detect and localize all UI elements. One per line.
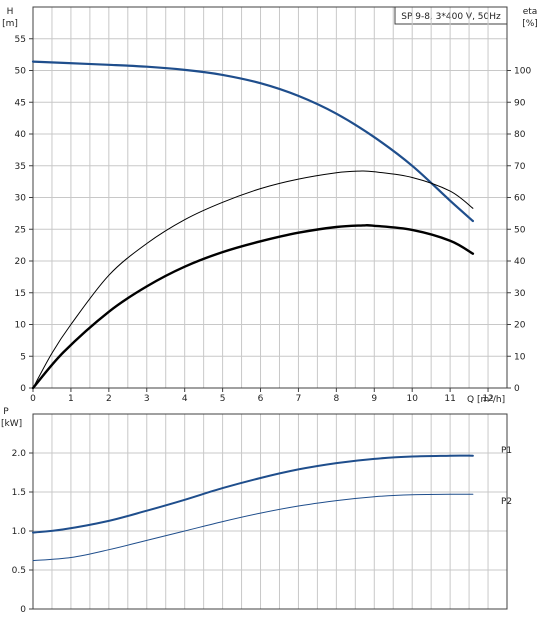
x-tick-label: 0 [30, 394, 36, 404]
power-curve-p2 [32, 493, 474, 562]
eta-tick-label: 40 [514, 257, 526, 267]
eta-tick-label: 100 [514, 67, 531, 77]
eta-tick-label: 10 [514, 352, 526, 362]
head-tick-label: 55 [15, 35, 26, 45]
x-tick-label: 2 [106, 394, 112, 404]
x-tick-label: 9 [371, 394, 377, 404]
chart-title: SP 9-8, 3*400 V, 50Hz [401, 12, 501, 22]
eta-tick-label: 30 [514, 289, 526, 299]
eta-axis-unit: [%] [522, 19, 538, 29]
power-tick-label: 1.5 [12, 488, 26, 498]
x-tick-label: 10 [406, 394, 418, 404]
x-tick-label: 6 [258, 394, 264, 404]
x-tick-label: 8 [333, 394, 339, 404]
head-curve [31, 60, 474, 223]
head-tick-label: 25 [15, 225, 26, 235]
power-axis-unit: [kW] [1, 419, 22, 429]
head-axis-unit: [m] [2, 19, 18, 29]
x-tick-label: 4 [182, 394, 188, 404]
eta-tick-label: 60 [514, 194, 526, 204]
power-tick-label: 0.5 [12, 566, 26, 576]
head-tick-label: 35 [15, 162, 26, 172]
eta-tick-label: 50 [514, 225, 526, 235]
head-tick-label: 0 [20, 384, 26, 394]
power-axis-symbol: P [3, 407, 9, 417]
head-tick-label: 30 [15, 194, 27, 204]
x-tick-label: 3 [144, 394, 150, 404]
eta-tick-label: 0 [514, 384, 520, 394]
x-tick-label: 11 [444, 394, 455, 404]
eta-tick-label: 80 [514, 130, 526, 140]
plot-frame [32, 413, 508, 610]
power-tick-label: 0 [20, 605, 26, 615]
head-axis-symbol: H [7, 7, 14, 17]
x-tick-label: 7 [296, 394, 302, 404]
head-tick-label: 45 [15, 98, 26, 108]
eta-tick-label: 90 [514, 98, 526, 108]
head-tick-label: 40 [15, 130, 27, 140]
eta-axis-symbol: eta [523, 7, 538, 17]
head-tick-label: 20 [15, 257, 27, 267]
eta-tick-label: 70 [514, 162, 526, 172]
x-tick-label: 12 [482, 394, 493, 404]
x-tick-label: 1 [68, 394, 74, 404]
power-curve-p1 [32, 454, 474, 534]
efficiency-curve-bold [31, 224, 475, 390]
head-tick-label: 5 [20, 352, 26, 362]
eta-tick-label: 20 [514, 321, 526, 331]
x-tick-label: 5 [220, 394, 226, 404]
head-tick-label: 15 [15, 289, 26, 299]
head-efficiency-plot: 0 1 2 3 4 5 6 7 8 9 10 11 12051015202530354045505501… [15, 6, 531, 404]
x-axis-label: Q [m³/h] [467, 395, 505, 405]
power-plot: 0 0.5 1.0 1.5 2.0 [12, 413, 508, 615]
head-tick-label: 10 [15, 321, 27, 331]
power-tick-label: 1.0 [12, 527, 27, 537]
head-tick-label: 50 [15, 67, 27, 77]
efficiency-curve-thin [32, 170, 474, 389]
power-tick-label: 2.0 [12, 449, 27, 459]
